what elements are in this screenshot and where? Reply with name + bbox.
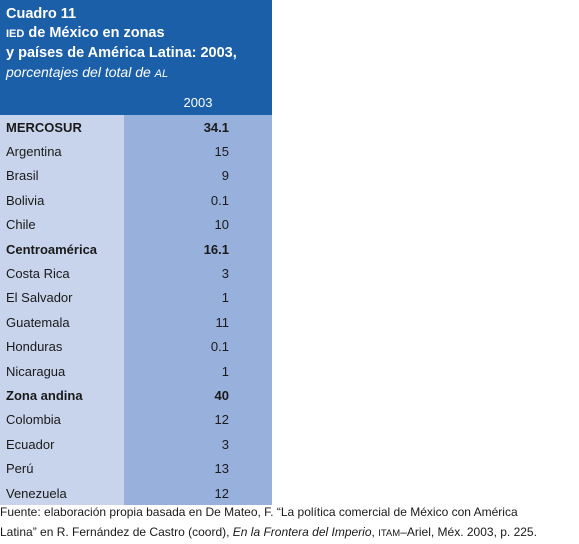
row-label: Nicaragua <box>0 358 124 384</box>
source-itam: ITAM <box>378 528 401 539</box>
table-heading-line1: IED de México en zonas <box>6 24 266 44</box>
row-label: Chile <box>0 212 124 237</box>
table-subtitle: porcentajes del total de AL <box>6 63 266 84</box>
row-label: Brasil <box>0 163 124 189</box>
table-row: Chile 10 <box>0 212 272 237</box>
source-line2: Latina” en R. Fernández de Castro (coord… <box>0 522 579 544</box>
row-label: Colombia <box>0 407 124 433</box>
row-value: 16.1 <box>124 236 272 262</box>
row-value: 13 <box>124 456 272 481</box>
row-label: Costa Rica <box>0 261 124 286</box>
table-row: Nicaragua 1 <box>0 358 272 384</box>
subtitle-suffix: AL <box>154 68 169 80</box>
row-value: 12 <box>124 480 272 506</box>
table-row: Brasil 9 <box>0 163 272 189</box>
source-line2-a: Latina” en R. Fernández de Castro (coord… <box>0 525 233 539</box>
row-value: 12 <box>124 407 272 433</box>
row-value: 40 <box>124 383 272 408</box>
row-value: 0.1 <box>124 334 272 359</box>
row-value: 15 <box>124 139 272 164</box>
row-value: 1 <box>124 285 272 311</box>
table-header: Cuadro 11 IED de México en zonas y paíse… <box>0 0 272 115</box>
table-row: Bolivia 0.1 <box>0 188 272 213</box>
data-table: Cuadro 11 IED de México en zonas y paíse… <box>0 0 272 506</box>
row-label: Perú <box>0 456 124 481</box>
source-note: Fuente: elaboración propia basada en De … <box>0 502 579 544</box>
table-body: MERCOSUR 34.1 Argentina 15 Brasil 9 Bolivia 0.1… <box>0 115 272 506</box>
table-group-row: Zona andina 40 <box>0 383 272 408</box>
table-title: Cuadro 11 <box>6 6 77 22</box>
table-row: Guatemala 11 <box>0 310 272 335</box>
row-value: 10 <box>124 212 272 237</box>
table-group-row: MERCOSUR 34.1 <box>0 115 272 140</box>
source-book-title: En la Frontera del Imperio <box>232 525 372 539</box>
subtitle-text: porcentajes del total de <box>6 64 155 80</box>
row-label: MERCOSUR <box>0 115 124 140</box>
source-line2-c: –Ariel, Méx. 2003, p. 225. <box>400 525 537 539</box>
table-row: Ecuador 3 <box>0 432 272 457</box>
heading-prefix: IED <box>6 28 25 40</box>
table-row: El Salvador 1 <box>0 285 272 311</box>
table-row: Colombia 12 <box>0 407 272 433</box>
row-value: 3 <box>124 261 272 286</box>
row-value: 34.1 <box>124 115 272 140</box>
row-value: 3 <box>124 432 272 457</box>
column-header-year: 2003 <box>183 95 213 110</box>
table-row: Costa Rica 3 <box>0 261 272 286</box>
row-label: Guatemala <box>0 310 124 335</box>
row-label: Centroamérica <box>0 236 124 262</box>
row-value: 1 <box>124 358 272 384</box>
source-line2-b: , <box>371 525 379 539</box>
table-row: Venezuela 12 <box>0 480 272 506</box>
table-group-row: Centroamérica 16.1 <box>0 236 272 262</box>
row-label: El Salvador <box>0 285 124 311</box>
heading-line1-rest: de México en zonas <box>24 25 165 41</box>
row-label: Venezuela <box>0 480 124 506</box>
table-row: Perú 13 <box>0 456 272 481</box>
row-label: Zona andina <box>0 383 124 408</box>
table-row: Argentina 15 <box>0 139 272 164</box>
row-value: 9 <box>124 163 272 189</box>
table-row: Honduras 0.1 <box>0 334 272 359</box>
source-line1: Fuente: elaboración propia basada en De … <box>0 505 518 519</box>
row-label: Bolivia <box>0 188 124 213</box>
row-value: 0.1 <box>124 188 272 213</box>
row-label: Honduras <box>0 334 124 359</box>
table-heading-line2: y países de América Latina: 2003, <box>6 45 237 61</box>
row-label: Ecuador <box>0 432 124 457</box>
row-value: 11 <box>124 310 272 335</box>
row-label: Argentina <box>0 139 124 164</box>
